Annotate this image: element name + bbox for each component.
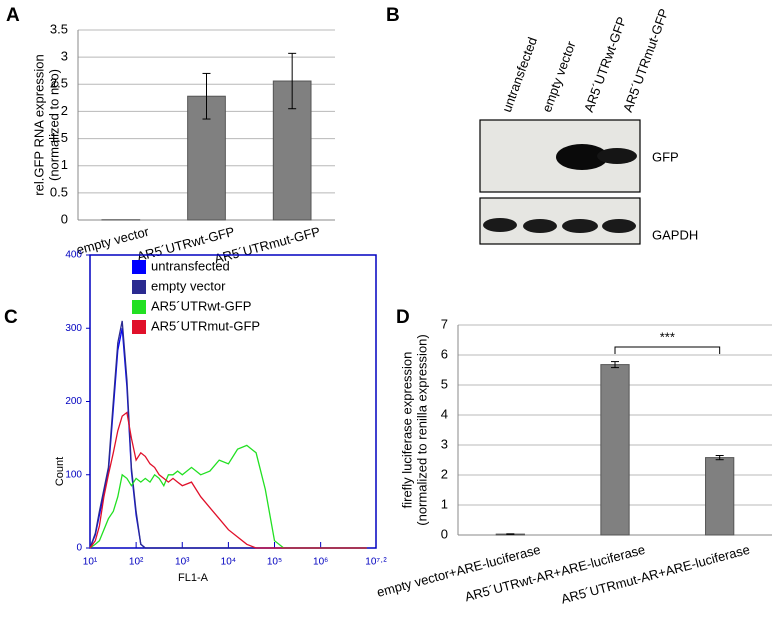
x-axis-label: FL1-A (178, 572, 209, 584)
legend-swatch (132, 280, 146, 294)
panel-label: C (4, 307, 18, 328)
annotation: *** (660, 329, 675, 344)
y-tick-label: 2.5 (50, 76, 68, 91)
y-tick-label: 3 (61, 49, 68, 64)
x-tick-label: 10³ (175, 557, 190, 568)
x-tick-label: 10² (129, 557, 144, 568)
bar (705, 457, 735, 536)
y-tick-label: 2 (61, 103, 68, 118)
y-tick-label: 200 (65, 396, 82, 407)
y-tick-label: 1 (61, 157, 68, 172)
y-tick-label: 0 (441, 526, 448, 541)
x-tick-label: 10⁶ (313, 557, 328, 568)
lane-label: empty vector (539, 39, 579, 115)
band (602, 219, 636, 233)
x-tick-label: 10⁷·² (365, 557, 387, 568)
y-tick-label: 0 (76, 543, 82, 554)
error-bar (288, 52, 297, 110)
x-tick-label: 10⁴ (221, 557, 236, 568)
error-bar (611, 361, 619, 369)
legend-swatch (132, 320, 146, 334)
legend-swatch (132, 260, 146, 274)
legend-label: AR5´UTRmut-GFP (151, 318, 260, 333)
band-label: GFP (652, 149, 679, 164)
y-axis-label: (normalized to renilla expression) (414, 334, 429, 525)
band (597, 148, 637, 164)
band (483, 218, 517, 232)
legend-label: untransfected (151, 258, 230, 273)
significance-bracket (614, 346, 721, 354)
x-tick-label: AR5´UTRmut-AR+ARE-luciferase (559, 542, 751, 607)
error-bar (506, 533, 515, 535)
x-tick-label: 10⁵ (267, 557, 282, 568)
y-axis-label: Count (54, 457, 66, 486)
legend-swatch (132, 300, 146, 314)
y-tick-label: 0 (61, 211, 68, 226)
y-tick-label: 2 (441, 466, 448, 481)
y-tick-label: 7 (441, 316, 448, 331)
y-tick-label: 1.5 (50, 130, 68, 145)
lane-label: AR5´UTRwt-GFP (581, 15, 629, 114)
y-tick-label: 0.5 (50, 184, 68, 199)
y-tick-label: 4 (441, 406, 448, 421)
x-tick-label: empty vector+ARE-luciferase (375, 542, 542, 600)
band (523, 219, 557, 233)
y-tick-label: 100 (65, 469, 82, 480)
y-tick-label: 5 (441, 376, 448, 391)
panel-label: A (6, 5, 20, 26)
x-tick-label: 10¹ (83, 557, 98, 568)
panel-label: D (396, 307, 410, 328)
legend-label: empty vector (151, 278, 226, 293)
error-bar (715, 455, 724, 461)
error-bar (202, 72, 211, 120)
legend-label: AR5´UTRwt-GFP (151, 298, 251, 313)
bar (600, 364, 630, 536)
x-tick-label: AR5´UTRwt-AR+ARE-luciferase (463, 542, 647, 605)
band (562, 219, 598, 233)
band-label: GAPDH (652, 227, 698, 242)
panel-label: B (386, 5, 400, 26)
y-tick-label: 300 (65, 323, 82, 334)
band (556, 144, 608, 170)
series-line (89, 320, 367, 549)
blot (479, 119, 641, 245)
series-line (89, 411, 367, 549)
series-line (89, 444, 367, 549)
y-axis-label: rel.GFP RNA expression (31, 54, 46, 195)
y-tick-label: 1 (441, 496, 448, 511)
y-tick-label: 3.5 (50, 21, 68, 36)
lane-label: untransfected (499, 35, 540, 114)
y-tick-label: 400 (65, 250, 82, 261)
y-axis-label: firefly luciferase expression (399, 352, 414, 509)
y-tick-label: 6 (441, 346, 448, 361)
y-tick-label: 3 (441, 436, 448, 451)
y-axis-label: (normalized to neo) (46, 69, 61, 181)
